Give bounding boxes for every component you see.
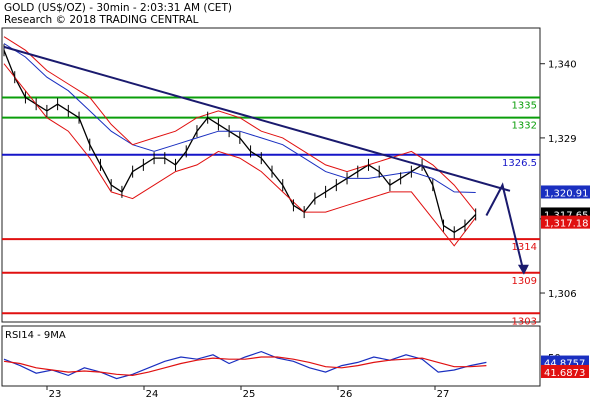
x-tick-label-2: 25 [243, 389, 256, 400]
x-tick-label-4: 27 [437, 389, 450, 400]
series-line-upper-band [3, 36, 477, 213]
rsi-tag-label-1: 41.6873 [544, 368, 585, 379]
y-tick-label-3: 1,306 [548, 289, 577, 300]
series-line-moving-average [3, 43, 476, 193]
x-tick-label-3: 26 [340, 389, 353, 400]
axes: 1,3401,3291,3171,3061,320.911,317.651,31… [46, 60, 590, 400]
projection-arrow-line [485, 182, 525, 274]
level-label-1: 1332 [512, 121, 537, 132]
x-tick-label-1: 24 [146, 389, 159, 400]
rsi-tag-box-1 [541, 364, 589, 378]
rsi-tag-label-0: 44.8757 [544, 359, 585, 370]
rsi-series-RSI14 [3, 350, 487, 380]
rsi-series-9MA [3, 356, 487, 377]
price-tag-label-0: 1,320.91 [544, 188, 589, 199]
rsi-title: RSI14 - 9MA [5, 330, 66, 341]
level-label-3: 1314 [512, 242, 537, 253]
chart-copyright: Research © 2018 TRADING CENTRAL [4, 14, 199, 26]
price-tag-box-0 [541, 185, 590, 199]
level-label-4: 1309 [512, 276, 537, 287]
y-tick-label-0: 1,340 [548, 60, 577, 71]
series-line-lower-band [3, 63, 477, 247]
chart-title: GOLD (US$/OZ) - 30min - 2:03:31 AM (CET) [4, 2, 232, 14]
projection-arrowhead [517, 264, 529, 275]
rsi-panel-frame [1, 325, 541, 387]
x-tick-label-0: 23 [49, 389, 62, 400]
level-label-0: 1335 [512, 100, 537, 111]
rsi-panel: RSI14 - 9MA [3, 330, 487, 380]
level-label-5: 1303 [512, 316, 537, 327]
price-tag-label-2: 1,317.18 [544, 219, 589, 230]
y-tick-label-1: 1,329 [548, 134, 577, 145]
price-panel: 1335 1332 1326.5 1314 1309 1303 [2, 36, 540, 327]
level-label-2: 1326.5 [502, 158, 537, 169]
price-panel-frame [1, 27, 541, 323]
trendline [3, 45, 511, 192]
price-tag-box-2 [541, 215, 590, 229]
